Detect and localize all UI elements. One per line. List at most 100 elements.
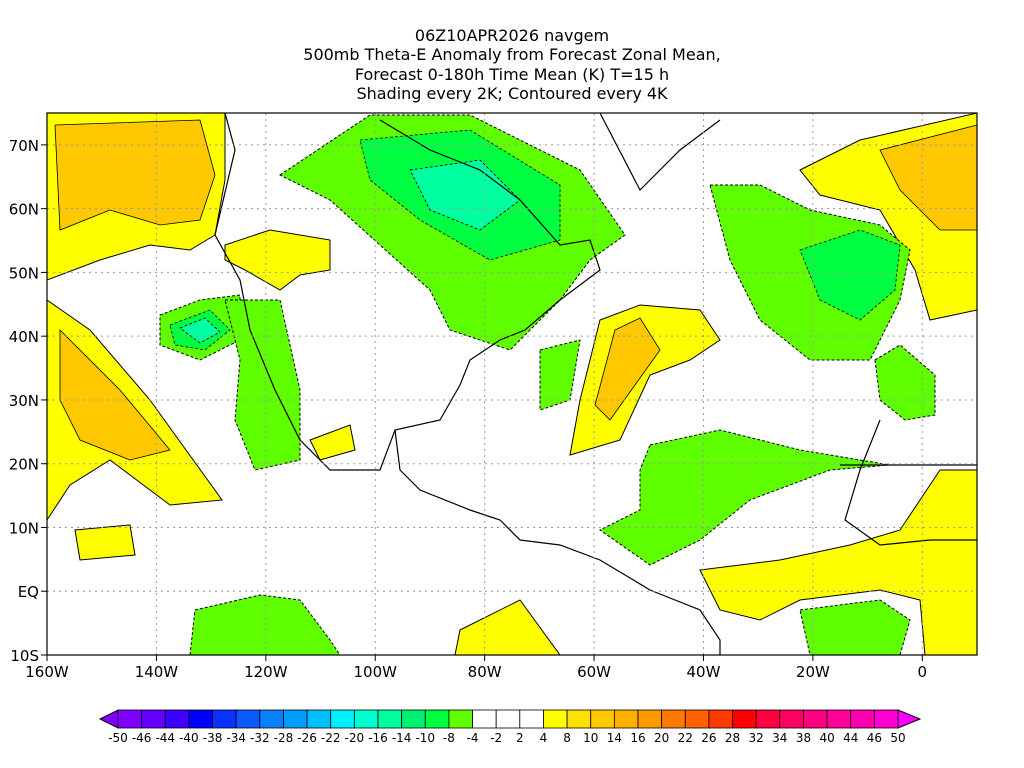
orange-core-europe <box>879 124 977 231</box>
colorbar-label: -4 <box>467 731 479 745</box>
colorbar-label: -26 <box>297 731 317 745</box>
green-core-north-atlantic <box>799 229 901 321</box>
lat-tick-label: 50N <box>9 264 39 282</box>
colorbar-label: 32 <box>749 731 764 745</box>
lon-tick-label: 160W <box>25 663 69 681</box>
colorbar-label: -2 <box>490 731 502 745</box>
positive-anomaly-africa <box>699 469 977 655</box>
colorbar-label: -44 <box>155 731 175 745</box>
cyan-core-canada <box>409 159 521 231</box>
colorbar-label: 44 <box>843 731 858 745</box>
lon-tick-label: 20W <box>796 663 830 681</box>
colorbar-label: 8 <box>563 731 571 745</box>
negative-anomaly-south-atlantic <box>799 599 911 655</box>
lat-tick-label: EQ <box>18 583 39 601</box>
colorbar-label: 16 <box>630 731 645 745</box>
colorbar-label: 28 <box>725 731 740 745</box>
colorbar-label: -14 <box>392 731 412 745</box>
colorbar-label: 50 <box>890 731 905 745</box>
positive-anomaly-pacific-small <box>74 524 136 561</box>
negative-anomaly-tropical-atlantic <box>599 429 891 566</box>
colorbar-swatch <box>424 709 450 729</box>
colorbar-label: -38 <box>203 731 223 745</box>
colorbar-label: -32 <box>250 731 270 745</box>
colorbar-label: 22 <box>678 731 693 745</box>
lat-tick-label: 20N <box>9 456 39 474</box>
lon-tick-label: 100W <box>354 663 398 681</box>
colorbar-swatch <box>188 709 213 729</box>
colorbar-label: 2 <box>516 731 524 745</box>
graticule <box>46 113 977 656</box>
title-line-1: 06Z10APR2026 navgem <box>414 26 610 45</box>
title-line-2: 500mb Theta-E Anomaly from Forecast Zona… <box>303 45 721 64</box>
colorbar-label: -16 <box>368 731 388 745</box>
negative-anomaly-us-west <box>224 299 301 471</box>
colorbar-swatch <box>495 709 521 729</box>
lat-tick-label: 40N <box>9 328 39 346</box>
colorbar-swatch <box>566 709 592 729</box>
colorbar-low-arrow <box>98 709 119 729</box>
colorbar-label: -22 <box>321 731 341 745</box>
cyan-core-pacific <box>179 317 221 344</box>
colorbar-label: -8 <box>443 731 455 745</box>
colorbar-swatch <box>212 709 237 729</box>
lon-tick-label: 0 <box>918 663 928 681</box>
colorbar-label: -10 <box>415 731 435 745</box>
colorbar-swatch <box>637 709 663 729</box>
positive-anomaly-south-america <box>454 599 561 655</box>
lat-tick-label: 30N <box>9 392 39 410</box>
lat-tick-label: 60N <box>9 201 39 219</box>
colorbar-swatch <box>330 709 355 729</box>
colorbar-label: -46 <box>132 731 152 745</box>
colorbar-swatch <box>306 709 332 729</box>
colorbar-label: 4 <box>540 731 548 745</box>
colorbar-swatch <box>850 709 875 729</box>
orange-core-alaska <box>54 119 216 231</box>
colorbar-swatch <box>283 709 308 729</box>
colorbar-label: 10 <box>583 731 598 745</box>
colorbar-swatch <box>472 709 497 729</box>
colorbar-label: 40 <box>819 731 834 745</box>
title-line-4: Shading every 2K; Contoured every 4K <box>356 84 668 103</box>
colorbar-swatch <box>684 709 710 729</box>
plot-frame <box>46 112 978 656</box>
colorbar-swatch <box>613 709 639 729</box>
colorbar-swatch <box>732 709 757 729</box>
colorbar-label: 26 <box>701 731 716 745</box>
colorbar-swatch <box>873 709 899 729</box>
colorbar-swatch <box>377 709 403 729</box>
colorbar-swatch <box>708 709 733 729</box>
lon-tick-label: 120W <box>244 663 288 681</box>
lon-tick-label: 80W <box>468 663 502 681</box>
colorbar-swatch <box>803 709 828 729</box>
anomaly-shading <box>47 113 977 655</box>
colorbar-swatch <box>141 709 166 729</box>
lon-tick-label: 40W <box>687 663 721 681</box>
colorbar-swatch <box>448 709 473 729</box>
title-line-3: Forecast 0-180h Time Mean (K) T=15 h <box>354 65 670 84</box>
colorbar-swatch <box>353 709 379 729</box>
colorbar-swatch <box>779 709 804 729</box>
colorbar-swatch <box>826 709 852 729</box>
colorbar-label: -40 <box>179 731 199 745</box>
colorbar-label: 38 <box>796 731 811 745</box>
colorbar-label: -28 <box>274 731 294 745</box>
colorbar-swatch <box>543 709 568 729</box>
colorbar-swatch <box>235 709 261 729</box>
colorbar-swatch <box>519 709 544 729</box>
orange-core-atlantic <box>594 317 661 421</box>
colorbar-high-arrow <box>897 709 922 729</box>
colorbar-label: 14 <box>607 731 622 745</box>
lat-tick-label: 10N <box>9 519 39 537</box>
coastlines <box>214 113 977 655</box>
lon-tick-label: 140W <box>135 663 179 681</box>
negative-anomaly-south-pacific <box>189 594 341 655</box>
colorbar-swatch <box>590 709 615 729</box>
lon-tick-label: 60W <box>577 663 611 681</box>
lat-tick-label: 10S <box>10 647 39 665</box>
positive-anomaly-gulf <box>309 424 356 461</box>
colorbar-swatch <box>164 709 190 729</box>
colorbar: -50 -46 -44 -40 -38 -34 -32 -28 -26 -22 -20 -16 -14-… <box>98 709 922 745</box>
lat-tick-label: 70N <box>9 137 39 155</box>
